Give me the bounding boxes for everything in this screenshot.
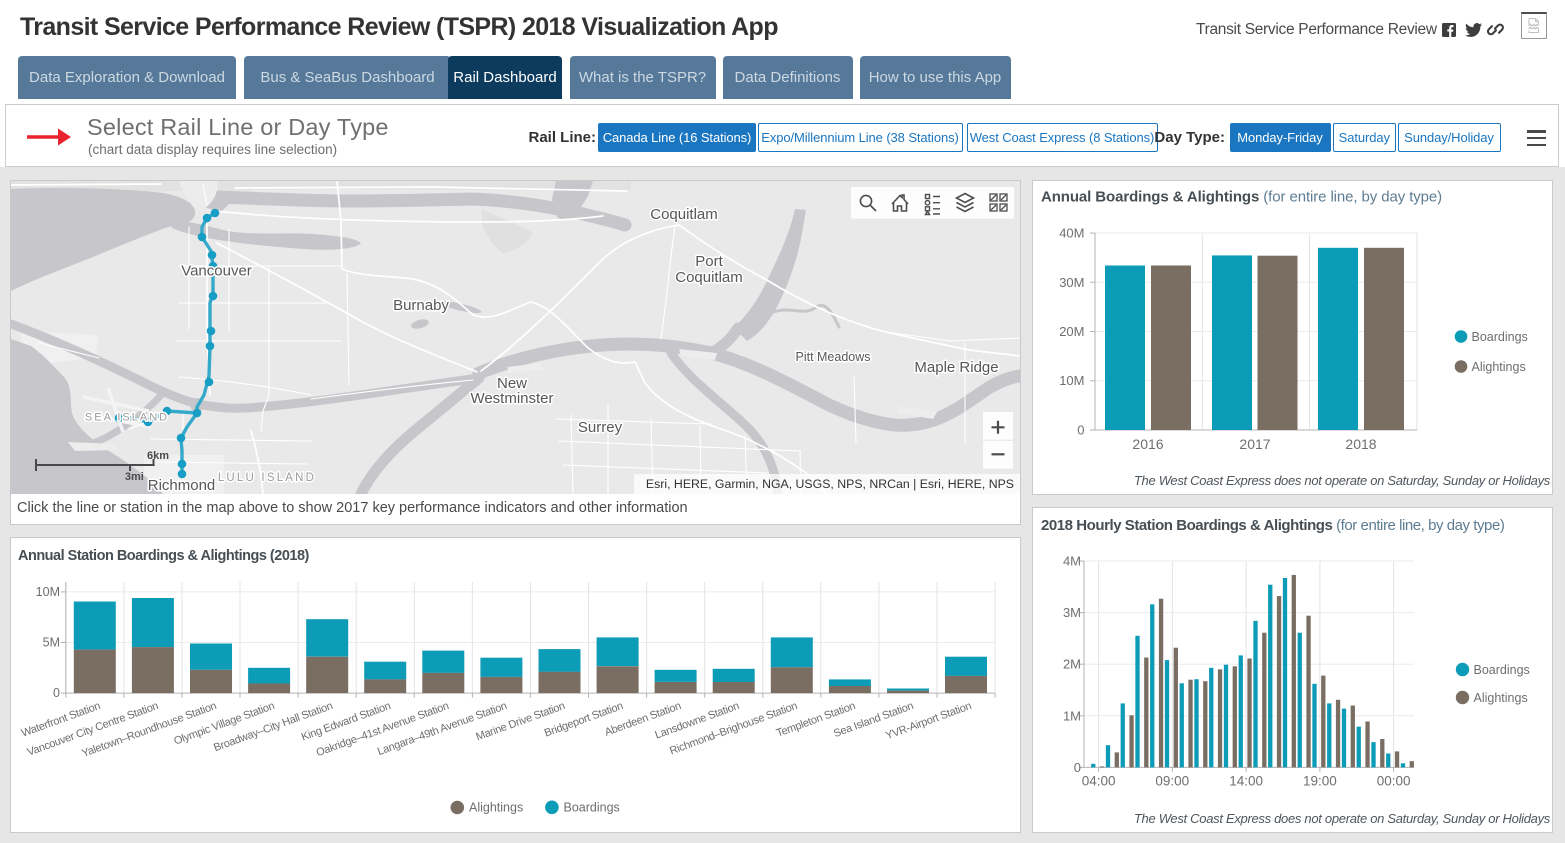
svg-text:6km: 6km	[147, 450, 169, 462]
svg-text:Alightings: Alightings	[1472, 360, 1526, 374]
svg-text:5M: 5M	[43, 636, 60, 650]
svg-text:The West Coast Express does no: The West Coast Express does not operate …	[1134, 811, 1551, 826]
svg-text:19:00: 19:00	[1303, 774, 1337, 789]
svg-text:00:00: 00:00	[1377, 774, 1411, 789]
svg-text:10M: 10M	[1059, 373, 1084, 388]
svg-text:2M: 2M	[1063, 657, 1081, 672]
svg-text:20M: 20M	[1059, 324, 1084, 339]
svg-text:The West Coast Express does no: The West Coast Express does not operate …	[1134, 473, 1551, 488]
svg-text:0: 0	[53, 686, 60, 700]
svg-text:Esri, HERE, Garmin, NGA, USGS,: Esri, HERE, Garmin, NGA, USGS, NPS, NRCa…	[646, 477, 1014, 491]
svg-text:Alightings: Alightings	[1474, 691, 1528, 705]
svg-text:09:00: 09:00	[1155, 774, 1189, 789]
svg-text:Coquitlam: Coquitlam	[650, 206, 718, 223]
svg-text:2018 Hourly Station Boardings: 2018 Hourly Station Boardings & Alightin…	[1041, 517, 1505, 534]
svg-text:Surrey: Surrey	[578, 419, 623, 436]
svg-text:2017: 2017	[1239, 436, 1270, 452]
svg-text:Burnaby: Burnaby	[393, 297, 449, 314]
svg-text:Annual Station Boardings & Ali: Annual Station Boardings & Alightings (2…	[18, 548, 310, 564]
svg-text:SEA ISLAND: SEA ISLAND	[85, 412, 169, 424]
svg-text:Westminster: Westminster	[470, 390, 553, 407]
svg-text:Boardings: Boardings	[1474, 663, 1530, 677]
svg-text:2018: 2018	[1345, 436, 1376, 452]
svg-text:Pitt Meadows: Pitt Meadows	[795, 350, 870, 364]
svg-text:Vancouver: Vancouver	[181, 263, 252, 280]
svg-text:40M: 40M	[1059, 226, 1084, 241]
svg-text:0: 0	[1074, 760, 1081, 775]
svg-text:Port: Port	[695, 253, 723, 270]
svg-text:Annual Boardings & Alightings: Annual Boardings & Alightings (for entir…	[1041, 189, 1442, 206]
svg-text:3mi: 3mi	[125, 471, 144, 483]
svg-text:Boardings: Boardings	[1472, 330, 1528, 344]
svg-text:10M: 10M	[36, 585, 60, 599]
svg-text:LULU ISLAND: LULU ISLAND	[218, 472, 316, 484]
svg-text:New: New	[497, 375, 527, 392]
svg-text:Richmond: Richmond	[148, 477, 216, 494]
svg-text:1M: 1M	[1063, 708, 1081, 723]
svg-text:04:00: 04:00	[1082, 774, 1116, 789]
svg-text:4M: 4M	[1063, 554, 1081, 569]
svg-text:Alightings: Alightings	[469, 801, 523, 815]
svg-text:Maple Ridge: Maple Ridge	[914, 359, 998, 376]
svg-text:0: 0	[1077, 423, 1084, 438]
svg-text:Boardings: Boardings	[564, 801, 620, 815]
svg-text:2016: 2016	[1132, 436, 1163, 452]
svg-text:3M: 3M	[1063, 605, 1081, 620]
svg-text:30M: 30M	[1059, 275, 1084, 290]
svg-text:Coquitlam: Coquitlam	[675, 269, 743, 286]
svg-text:14:00: 14:00	[1229, 774, 1263, 789]
